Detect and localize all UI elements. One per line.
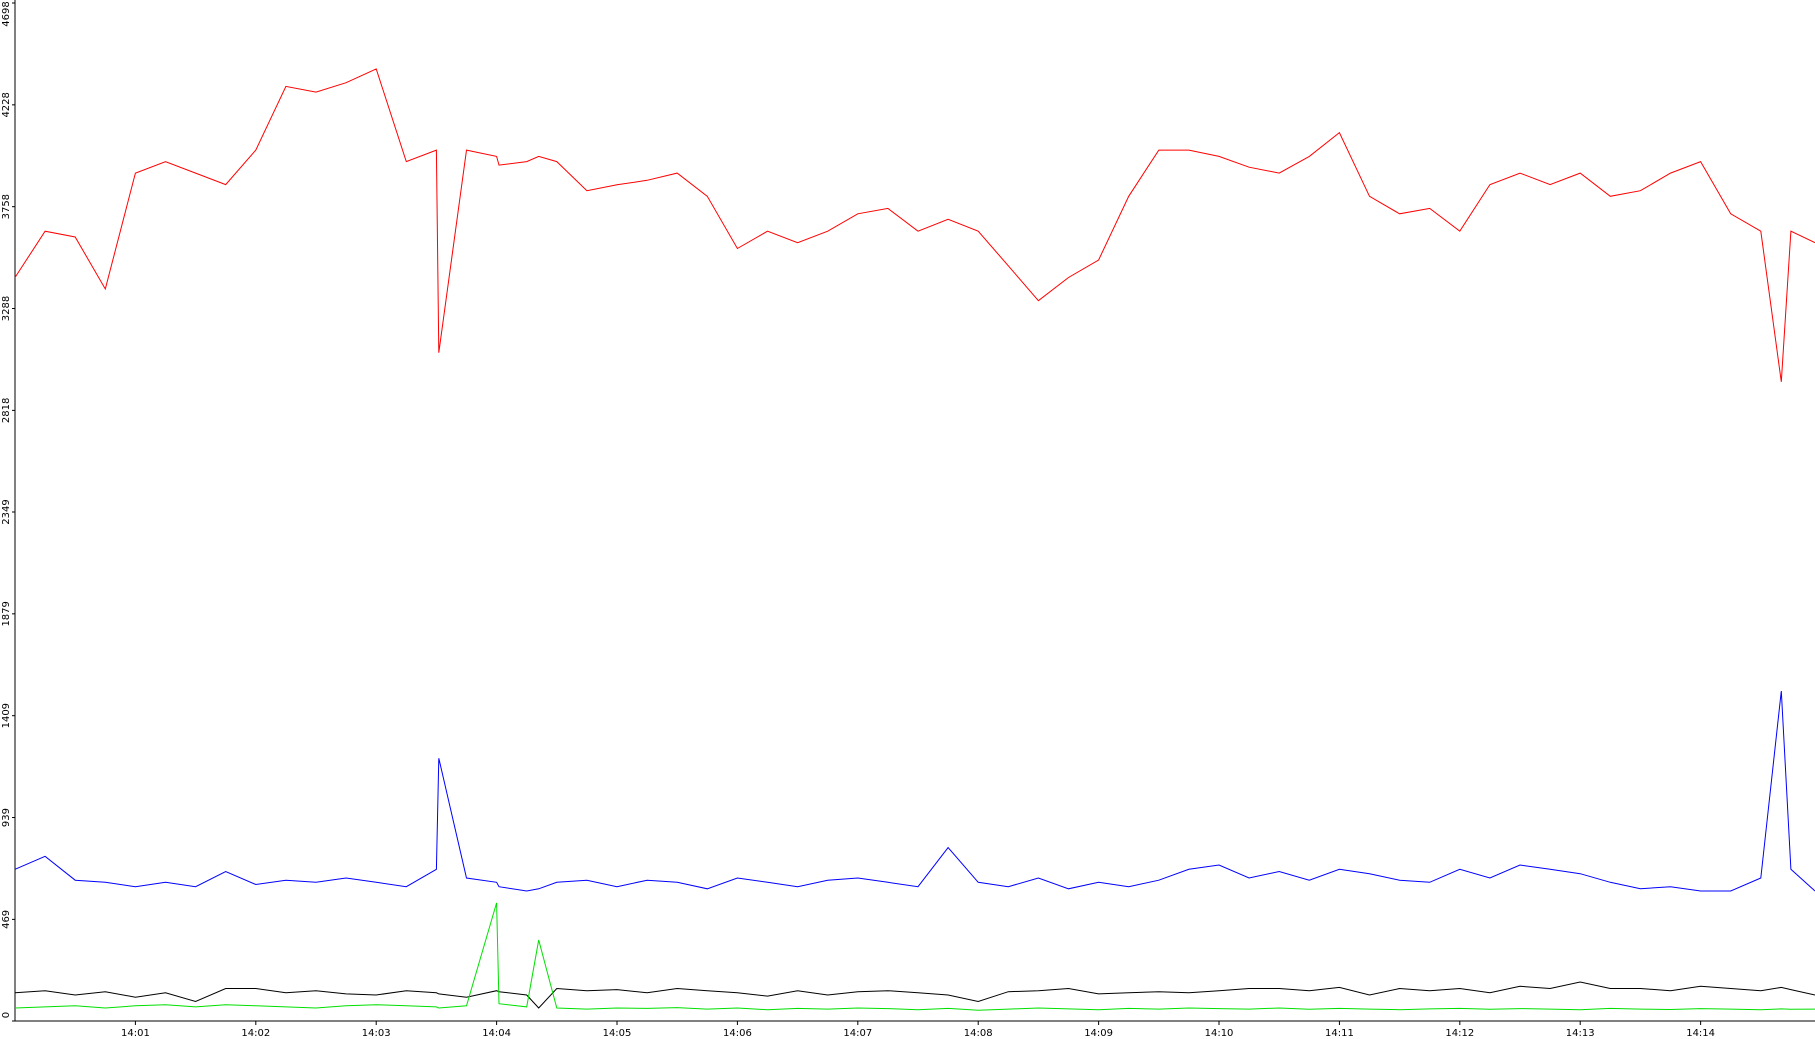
x-tick-label: 14:01 [121,1028,150,1039]
series-line [14,981,1815,1009]
y-tick-label: 1409 [1,703,12,728]
x-tick-label: 14:11 [1325,1028,1354,1039]
x-tick-label: 14:06 [723,1028,752,1039]
x-tick-label: 14:02 [241,1028,270,1039]
x-tick-label: 14:14 [1686,1028,1715,1039]
x-tick-label: 14:10 [1205,1028,1234,1039]
series-line [14,68,1815,382]
y-tick-label: 3758 [1,194,12,219]
x-tick-label: 14:12 [1445,1028,1474,1039]
y-tick-label: 2349 [1,499,12,524]
y-tick-label: 469 [1,910,12,929]
x-tick-label: 14:07 [843,1028,872,1039]
x-tick-label: 14:04 [482,1028,511,1039]
y-tick-label: 4698 [1,1,12,26]
series-line [14,690,1815,892]
y-tick-label: 0 [1,1012,12,1018]
x-tick-label: 14:09 [1084,1028,1113,1039]
x-tick-label: 14:03 [362,1028,391,1039]
y-tick-label: 1879 [1,601,12,626]
y-tick-label: 3288 [1,296,12,321]
x-tick-label: 14:13 [1566,1028,1595,1039]
x-tick-label: 14:05 [603,1028,632,1039]
y-tick-label: 939 [1,808,12,827]
y-tick-label: 2818 [1,398,12,423]
x-tick-label: 14:08 [964,1028,993,1039]
series-line [14,902,1815,1011]
y-tick-label: 4228 [1,92,12,117]
